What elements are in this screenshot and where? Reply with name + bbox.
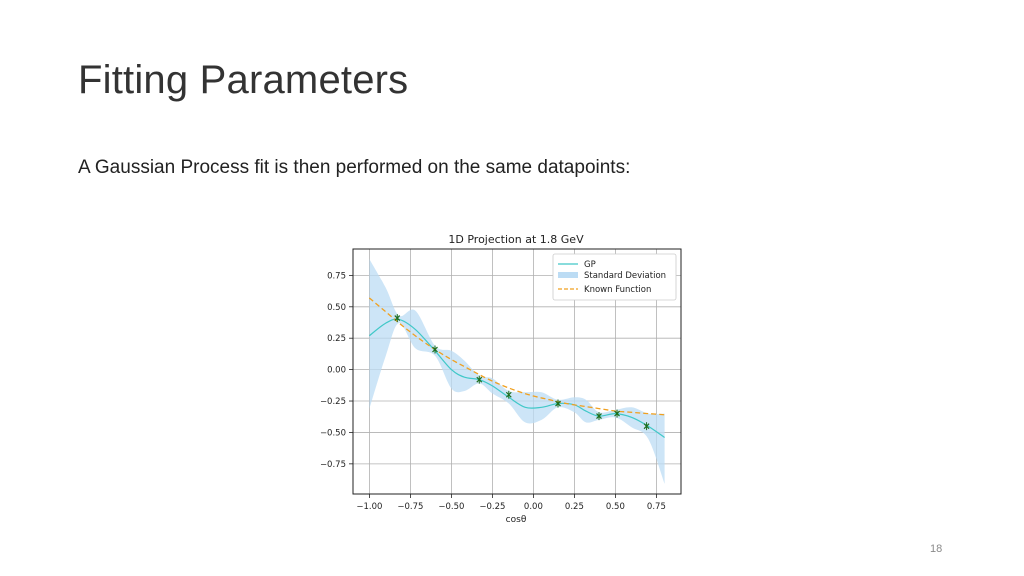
x-tick-label: 0.50	[606, 502, 625, 512]
legend-known-label: Known Function	[584, 285, 651, 295]
data-point	[614, 409, 620, 418]
plot-frame	[352, 248, 682, 495]
x-tick-label: 0.25	[565, 502, 584, 512]
data-point	[432, 345, 438, 354]
data-point-marker	[432, 346, 438, 353]
data-point-marker	[394, 315, 401, 322]
legend-gp-label: GP	[584, 260, 596, 270]
lines-layer	[368, 297, 665, 438]
page-number: 18	[930, 543, 943, 555]
chart-title: 1D Projection at 1.8 GeV	[448, 233, 584, 246]
projection-chart: 1D Projection at 1.8 GeV −1.00 −0.75 −0.50…	[320, 233, 682, 525]
legend-std-swatch	[558, 272, 578, 278]
x-tick-label: 0.00	[524, 502, 543, 512]
data-point	[394, 314, 401, 323]
known-function-line	[368, 297, 665, 416]
data-point-marker	[596, 413, 602, 420]
x-tick-label: −0.25	[479, 502, 505, 512]
data-point-marker	[614, 410, 620, 417]
data-point-marker	[505, 391, 512, 398]
slide-title: Fitting Parameters	[78, 58, 409, 102]
slide-body-text: A Gaussian Process fit is then performed…	[78, 157, 631, 178]
data-point-marker	[476, 376, 483, 383]
y-tick-label: 0.75	[327, 271, 346, 281]
y-tick-label: −0.25	[320, 397, 346, 407]
data-point-marker	[643, 423, 650, 430]
y-tick-label: 0.25	[327, 334, 346, 344]
data-point	[555, 399, 561, 408]
x-tick-label: −0.50	[438, 502, 464, 512]
data-point	[476, 375, 483, 384]
data-point-marker	[555, 400, 561, 407]
gp-line	[369, 318, 665, 438]
x-tick-label: 0.75	[647, 502, 666, 512]
legend-std-label: Standard Deviation	[584, 271, 666, 281]
datapoints-layer	[394, 314, 650, 431]
x-ticks: −1.00 −0.75 −0.50 −0.25 0.00 0.25 0.50 0.75	[356, 494, 666, 512]
data-point	[643, 422, 650, 431]
x-axis-label: cosθ	[506, 515, 527, 525]
y-tick-label: −0.50	[320, 428, 346, 438]
legend-box	[552, 253, 677, 301]
x-tick-label: −1.00	[356, 502, 382, 512]
y-tick-label: −0.75	[320, 460, 346, 470]
x-tick-label: −0.75	[397, 502, 423, 512]
y-ticks: 0.75 0.50 0.25 0.00 −0.25 −0.50 −0.75	[320, 271, 353, 470]
data-point	[505, 390, 512, 399]
y-tick-label: 0.50	[327, 303, 346, 313]
data-point	[596, 412, 602, 421]
y-tick-label: 0.00	[327, 366, 346, 376]
chart-legend: GP Standard Deviation Known Function	[552, 253, 677, 301]
